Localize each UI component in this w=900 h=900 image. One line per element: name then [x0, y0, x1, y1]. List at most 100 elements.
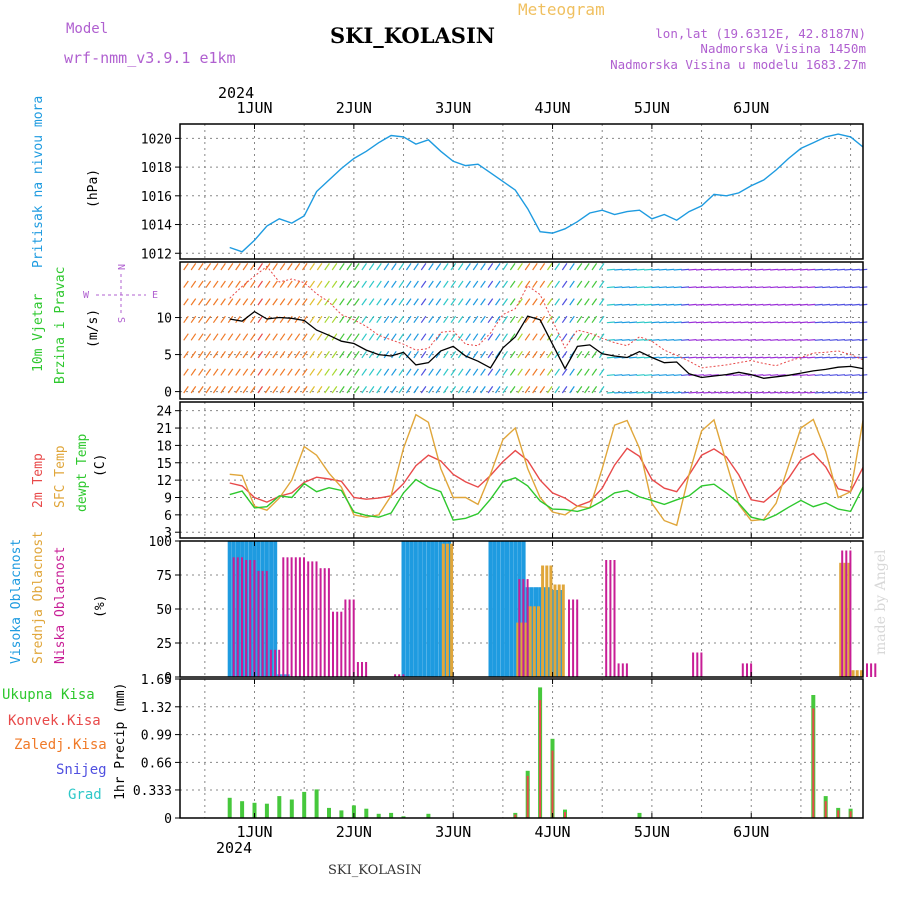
wind-barb	[822, 391, 831, 394]
cloud-bar	[700, 652, 703, 677]
wind-barb	[703, 286, 712, 289]
wind-barb	[524, 263, 531, 271]
wind-barb	[725, 356, 734, 359]
wind-barb	[309, 280, 315, 288]
cloud-bar	[546, 587, 551, 677]
wind-barb	[851, 268, 860, 271]
wind-barb	[235, 386, 241, 394]
wind-barb	[376, 368, 382, 376]
wind-barb	[272, 368, 278, 376]
wind-barb	[784, 303, 794, 306]
cloud-bar	[298, 557, 301, 677]
wind-barb	[457, 315, 464, 324]
wind-barb	[770, 286, 779, 289]
wind-barb	[792, 356, 801, 359]
wind-barb	[257, 333, 263, 341]
cloud-bar	[227, 541, 232, 677]
wind-barb	[629, 391, 638, 394]
wind-barb	[814, 339, 823, 341]
wind-barb	[398, 298, 405, 306]
series-line	[229, 133, 864, 253]
wind-barb	[836, 391, 846, 394]
wind-barb	[198, 333, 204, 341]
temp-2m-label: 2m Temp	[31, 453, 46, 508]
y-tick-label: 1016	[141, 190, 172, 205]
cloud-bar	[553, 584, 557, 677]
wind-barb	[524, 350, 531, 359]
wind-barb	[368, 386, 375, 394]
cloud-bar	[232, 557, 235, 677]
wind-barb	[576, 386, 583, 394]
cloud-bar	[245, 560, 248, 677]
wind-barb	[368, 263, 375, 271]
wind-barb	[546, 333, 553, 341]
wind-barb	[591, 298, 598, 306]
wind-barb	[257, 386, 263, 394]
wind-barb	[851, 356, 860, 359]
wind-barb	[546, 368, 553, 376]
wind-barb	[472, 280, 479, 288]
wind-barb	[784, 339, 794, 341]
wind-barb	[755, 321, 764, 324]
cloud-bar	[430, 541, 435, 677]
cloud-bar	[286, 557, 289, 677]
wind-barb	[710, 286, 719, 289]
wind-barb	[465, 263, 471, 271]
wind-barb	[606, 286, 615, 289]
wind-barb	[829, 286, 838, 289]
wind-barb	[695, 339, 704, 341]
y-tick-label: 24	[156, 405, 172, 420]
wind-barb	[294, 263, 301, 271]
wind-barb	[331, 333, 338, 341]
wind-barb	[361, 263, 367, 271]
wind-barb	[480, 350, 486, 359]
cloud-bar	[348, 599, 351, 677]
wind-barb	[703, 356, 712, 359]
cloud-bar	[311, 561, 314, 677]
wind-barb	[569, 386, 575, 394]
wind-barb	[829, 391, 838, 394]
wind-barb	[272, 333, 278, 341]
wind-barb	[591, 280, 598, 288]
wind-barb	[822, 339, 831, 341]
wind-barb	[651, 391, 660, 394]
wind-barb	[443, 333, 449, 341]
cloud-bar	[524, 622, 528, 677]
wind-barb	[212, 333, 219, 341]
wind-barb	[546, 386, 553, 394]
wind-barb	[725, 391, 734, 394]
wind-barb	[598, 333, 605, 341]
wind-barb	[836, 374, 846, 377]
lonlat-label: lon,lat (19.6312E, 42.8187N)	[655, 26, 866, 41]
wind-barb	[487, 315, 494, 324]
wind-barb	[598, 315, 605, 324]
wind-barb	[807, 356, 816, 359]
wind-barb	[762, 374, 771, 377]
wind-barb	[532, 280, 538, 288]
y-tick-label: 1018	[141, 161, 172, 176]
wind-barb	[747, 303, 756, 306]
wind-barb	[658, 268, 667, 271]
y-tick-label: 0	[164, 812, 172, 827]
wind-barb	[346, 315, 353, 324]
wind-barb	[591, 368, 598, 376]
wind-barb	[584, 298, 590, 306]
wind-barb	[212, 315, 219, 324]
wind-barb	[279, 386, 286, 394]
wind-barb	[190, 263, 197, 271]
wind-barb	[614, 321, 623, 324]
wind-barb	[391, 280, 397, 288]
wind-barb	[598, 368, 605, 376]
wind-barb	[584, 280, 590, 288]
precip-bar	[824, 801, 827, 818]
cloud-bar	[522, 579, 525, 677]
wind-barb	[190, 315, 197, 324]
wind-barb	[435, 333, 442, 341]
cloud-bar	[542, 587, 547, 677]
wind-barb	[636, 268, 645, 271]
wind-barb	[829, 303, 838, 306]
wind-barb	[532, 333, 538, 341]
y-tick-label: 1012	[141, 247, 172, 262]
wind-barb	[614, 303, 623, 306]
wind-barb	[673, 391, 682, 394]
